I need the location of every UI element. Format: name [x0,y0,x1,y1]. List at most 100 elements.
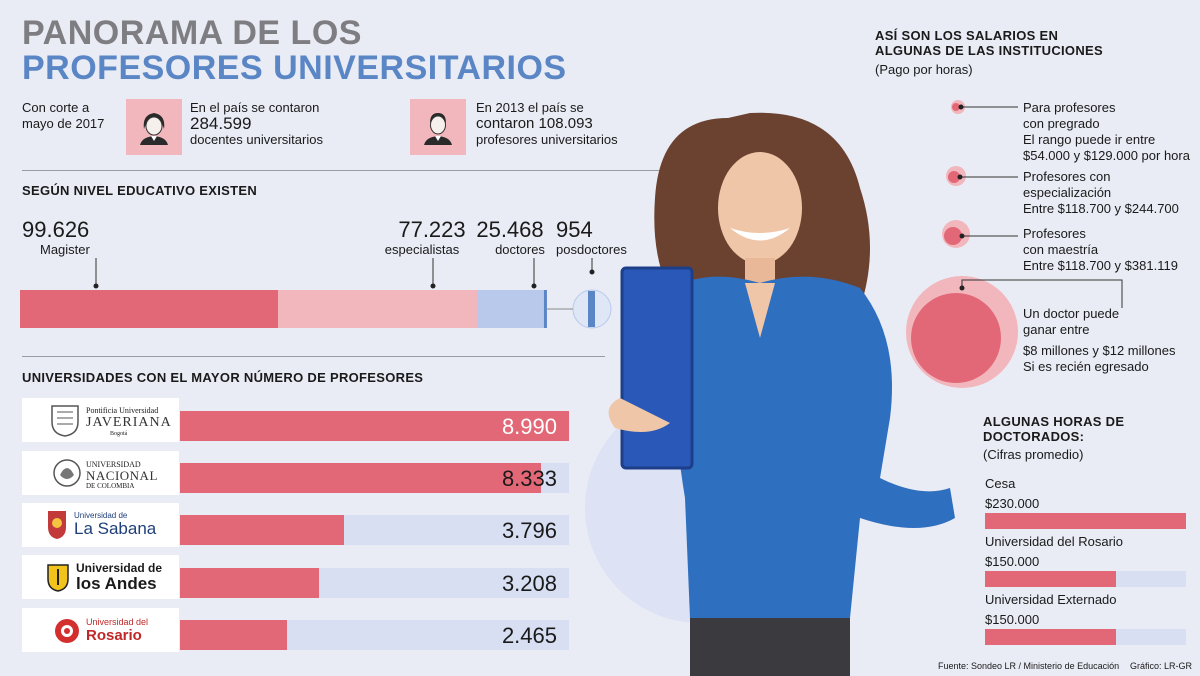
salary-text: Profesores [1023,226,1086,241]
logo-text: Pontificia Universidad [86,406,159,415]
level-stacked-bar [20,258,612,329]
university-bar [180,463,541,493]
logo-text: La Sabana [74,519,157,538]
level-leader-dot [589,269,595,275]
level-label-posdoctores: 954 posdoctores [556,217,636,258]
level-value: 25.468 [476,217,544,242]
doctorate-bar [985,571,1117,587]
cutoff-line1: Con corte a [22,100,90,115]
salary-text: Entre $118.700 y $244.700 [1023,201,1179,216]
doctorate-value-label: $230.000 [985,496,1040,511]
level-leader-dot [93,283,99,289]
doctorate-value-label: $150.000 [985,612,1040,627]
logo-nacional: UNIVERSIDAD NACIONAL DE COLOMBIA [22,451,179,495]
salary-maestria: Profesores con maestría Entre $118.700 y… [1023,226,1178,274]
logo-text: Rosario [86,627,142,644]
y2013-line1: En 2013 el país se [476,100,584,115]
cutoff-note: Con corte a mayo de 2017 [22,100,104,132]
salaries-subtitle: (Pago por horas) [875,62,973,77]
universities-section-title: UNIVERSIDADES CON EL MAYOR NÚMERO DE PRO… [22,370,424,385]
university-value-label: 2.465 [501,623,557,648]
doctorate-category-label: Universidad Externado [985,592,1117,607]
salaries-title-line2: ALGUNAS DE LAS INSTITUCIONES [875,43,1103,58]
doctorate-bar [985,629,1117,645]
logo-sabana: Universidad de La Sabana [22,503,179,547]
salary-pregrado: Para profesores con pregrado El rango pu… [1023,100,1190,164]
salary-text: especialización [1023,185,1112,200]
logo-javeriana: Pontificia Universidad JAVERIANA Bogotá [22,398,179,442]
y2013-count: En 2013 el país se contaron 108.093 prof… [476,100,618,148]
level-bar-doctores [477,290,544,328]
university-value-label: 3.208 [501,571,557,596]
doctorate-title: ALGUNAS HORAS DE DOCTORADOS: [983,414,1200,444]
female-user-icon [126,99,182,155]
title-line1: PANORAMA DE LOS [22,14,362,52]
level-category: Magister [40,242,90,257]
salaries-title: ASÍ SON LOS SALARIOS EN ALGUNAS DE LAS I… [875,28,1103,58]
footer-source: Fuente: Sondeo LR / Ministerio de Educac… [938,661,1120,671]
salary-especializacion: Profesores con especialización Entre $11… [1023,169,1179,217]
doctorate-title-text: ALGUNAS HORAS DE DOCTORADOS: [983,414,1125,444]
level-section-title: SEGÚN NIVEL EDUCATIVO EXISTEN [22,183,258,198]
rosario-rose-icon [55,619,79,643]
salary-doctor: Un doctor puede ganar entre $8 millones … [1023,306,1175,375]
logo-text: Universidad de [74,511,128,520]
salary-text: con pregrado [1023,116,1100,131]
y2013-line3: profesores universitarios [476,132,618,147]
logo-text: UNIVERSIDAD [86,460,141,469]
university-bar [180,411,569,441]
cutoff-line2: mayo de 2017 [22,116,105,131]
level-label-doctores: 25.468 doctores [470,217,550,258]
level-category: doctores [495,242,545,257]
university-bar [180,620,287,650]
level-value: 77.223 [398,217,466,242]
salary-text: Un doctor puede [1023,306,1120,321]
title-line2: PROFESORES UNIVERSITARIOS [22,49,567,87]
university-bar [180,515,345,545]
doctorate-subtitle: (Cifras promedio) [983,447,1084,462]
logo-text: Bogotá [110,431,128,437]
salary-text: El rango puede ir entre [1023,132,1156,147]
university-value-label: 8.990 [501,414,557,439]
salary-text: Si es recién egresado [1023,359,1149,374]
posdoctores-zoom-bar [588,291,595,327]
level-category: especialistas [384,242,460,257]
male-user-icon [410,99,466,155]
teacher-illustration [585,112,955,676]
andes-shield-icon [47,564,69,592]
country-count: En el país se contaron 284.599 docentes … [190,100,323,148]
level-label-magister: 99.626 Magister [22,217,122,258]
doctorate-bar [985,513,1186,529]
logo-text: Universidad de [76,561,163,575]
salary-text: ganar entre [1023,322,1090,337]
doctorate-category-label: Universidad del Rosario [985,534,1124,549]
salary-text: Entre $118.700 y $381.119 [1023,258,1178,273]
country-line3: docentes universitarios [190,132,323,147]
salaries-title-line1: ASÍ SON LOS SALARIOS EN [875,28,1059,43]
salary-text: $8 millones y $12 millones [1023,343,1176,358]
logo-text: NACIONAL [86,468,158,483]
level-bar-especialistas [278,290,478,328]
university-value-label: 3.796 [501,518,557,543]
salary-text: $54.000 y $129.000 por hora [1023,148,1190,163]
university-bar [180,568,319,598]
logo-text: los Andes [76,574,157,593]
divider-top [22,170,668,171]
level-bar-posdoctores [543,290,547,328]
level-value: 954 [556,217,593,242]
logo-text: JAVERIANA [86,415,172,430]
salary-text: Profesores con [1023,169,1111,184]
sabana-shield-icon [48,511,66,539]
level-bar-magister [20,290,278,328]
country-number: 284.599 [190,114,252,133]
javeriana-shield-icon [51,405,79,437]
country-line1: En el país se contaron [190,100,320,115]
nacional-seal-icon [53,459,81,487]
logo-rosario: Universidad del Rosario [22,608,179,652]
logo-text: DE COLOMBIA [86,482,135,490]
university-value-label: 8.333 [501,466,557,491]
level-value: 99.626 [22,217,90,242]
doctorate-category-label: Cesa [985,476,1016,491]
level-label-especialistas: 77.223 especialistas [362,217,482,258]
salary-bubbles [906,100,1123,388]
